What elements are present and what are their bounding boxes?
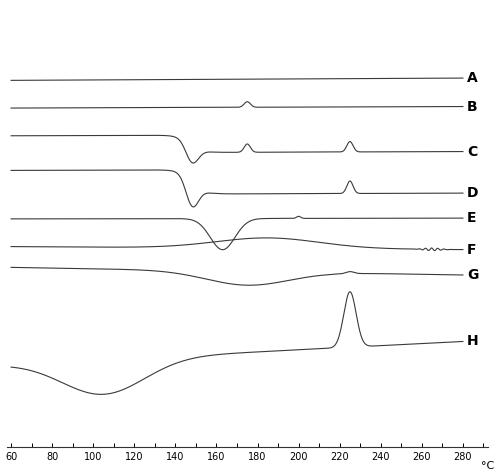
Text: B: B	[467, 99, 477, 114]
Text: A: A	[467, 71, 478, 85]
Text: H: H	[467, 334, 478, 349]
Text: E: E	[467, 211, 476, 225]
Text: D: D	[467, 186, 478, 200]
Text: °C: °C	[482, 461, 494, 471]
Text: C: C	[467, 145, 477, 158]
Text: G: G	[467, 268, 478, 282]
Text: F: F	[467, 243, 476, 256]
